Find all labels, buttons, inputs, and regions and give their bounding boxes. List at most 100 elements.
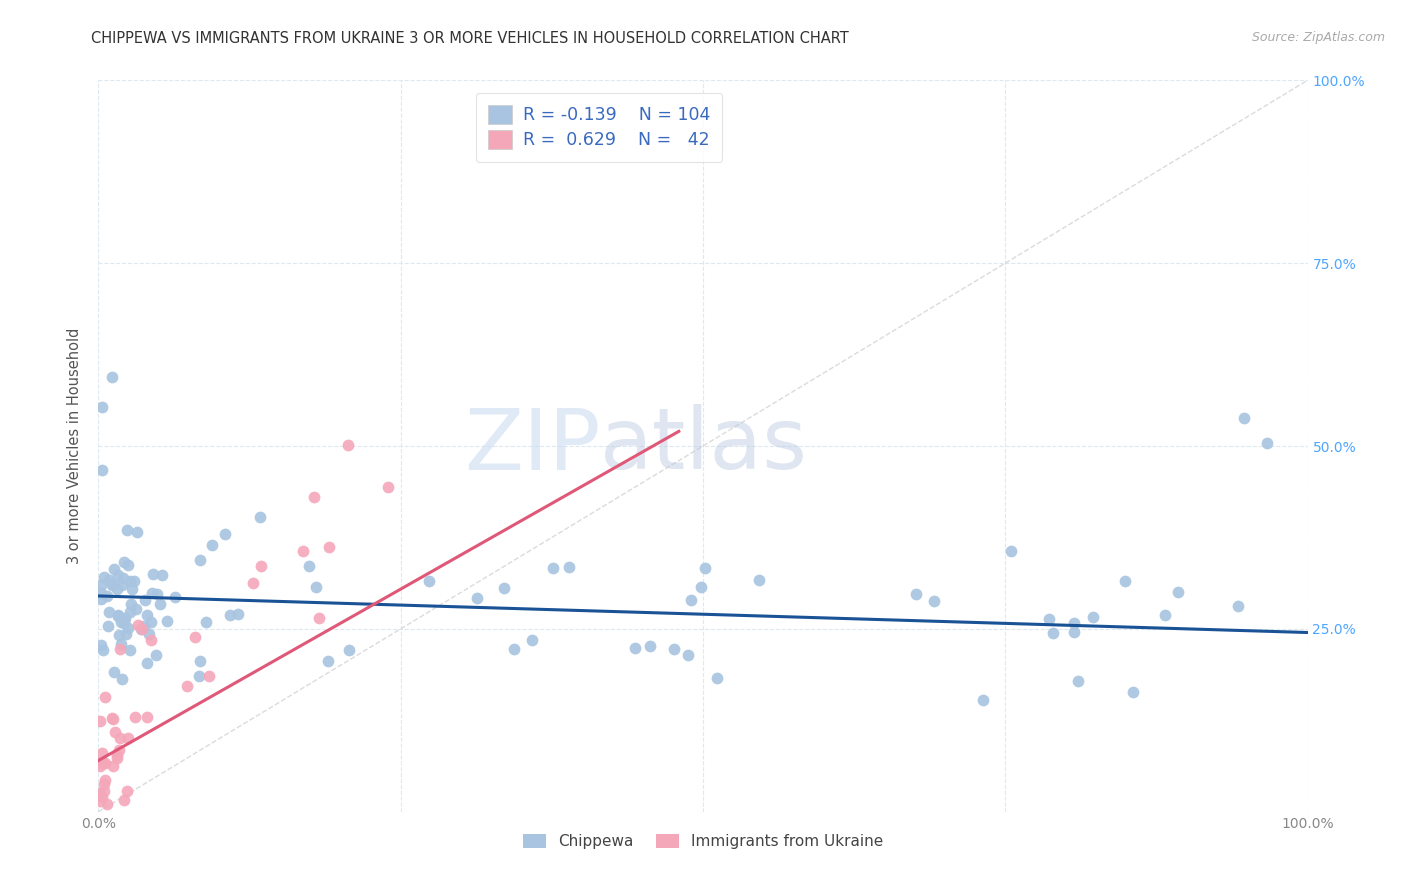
- Point: [115, 523, 138, 537]
- Point: [337, 643, 360, 657]
- Point: [112, 616, 135, 631]
- Point: [214, 527, 236, 541]
- Point: [115, 627, 138, 641]
- Point: [93, 783, 115, 797]
- Point: [118, 574, 141, 588]
- Point: [112, 555, 135, 569]
- Point: [136, 709, 159, 723]
- Point: [292, 544, 315, 558]
- Point: [336, 438, 359, 452]
- Point: [117, 621, 139, 635]
- Point: [543, 561, 565, 575]
- Point: [120, 597, 142, 611]
- Point: [184, 630, 207, 644]
- Y-axis label: 3 or more Vehicles in Household: 3 or more Vehicles in Household: [67, 328, 83, 564]
- Point: [90, 577, 112, 591]
- Point: [250, 558, 273, 573]
- Point: [1114, 574, 1136, 588]
- Point: [188, 553, 211, 567]
- Point: [132, 618, 155, 632]
- Point: [377, 479, 399, 493]
- Point: [165, 590, 187, 604]
- Point: [308, 610, 330, 624]
- Point: [141, 585, 163, 599]
- Text: Source: ZipAtlas.com: Source: ZipAtlas.com: [1251, 31, 1385, 45]
- Text: CHIPPEWA VS IMMIGRANTS FROM UKRAINE 3 OR MORE VEHICLES IN HOUSEHOLD CORRELATION : CHIPPEWA VS IMMIGRANTS FROM UKRAINE 3 OR…: [91, 31, 849, 46]
- Point: [111, 571, 134, 585]
- Point: [90, 638, 112, 652]
- Point: [1081, 610, 1104, 624]
- Point: [117, 558, 139, 573]
- Point: [131, 622, 153, 636]
- Point: [197, 669, 219, 683]
- Point: [695, 561, 717, 575]
- Point: [114, 610, 136, 624]
- Point: [152, 567, 174, 582]
- Point: [101, 711, 124, 725]
- Point: [1067, 674, 1090, 689]
- Point: [690, 580, 713, 594]
- Point: [302, 491, 325, 505]
- Point: [97, 574, 120, 588]
- Point: [418, 574, 440, 589]
- Point: [138, 627, 160, 641]
- Point: [187, 669, 209, 683]
- Point: [146, 587, 169, 601]
- Point: [91, 642, 114, 657]
- Point: [502, 642, 524, 657]
- Point: [156, 614, 179, 628]
- Point: [110, 637, 132, 651]
- Point: [1042, 625, 1064, 640]
- Point: [139, 615, 162, 629]
- Point: [135, 607, 157, 622]
- Point: [107, 607, 129, 622]
- Point: [105, 751, 128, 765]
- Point: [93, 690, 115, 704]
- Point: [90, 463, 112, 477]
- Point: [111, 672, 134, 686]
- Point: [93, 777, 115, 791]
- Point: [149, 598, 172, 612]
- Point: [124, 710, 146, 724]
- Point: [93, 570, 115, 584]
- Point: [103, 758, 125, 772]
- Point: [305, 580, 328, 594]
- Point: [111, 578, 134, 592]
- Point: [97, 619, 120, 633]
- Point: [624, 640, 647, 655]
- Point: [134, 593, 156, 607]
- Point: [89, 786, 111, 800]
- Point: [1153, 608, 1175, 623]
- Point: [316, 654, 339, 668]
- Point: [972, 693, 994, 707]
- Point: [89, 794, 111, 808]
- Point: [125, 601, 148, 615]
- Point: [201, 539, 224, 553]
- Point: [118, 643, 141, 657]
- Legend: Chippewa, Immigrants from Ukraine: Chippewa, Immigrants from Ukraine: [516, 828, 890, 855]
- Point: [101, 712, 124, 726]
- Point: [100, 370, 122, 384]
- Point: [96, 797, 118, 812]
- Point: [107, 608, 129, 623]
- Point: [105, 747, 128, 762]
- Point: [242, 576, 264, 591]
- Point: [748, 574, 770, 588]
- Point: [1063, 624, 1085, 639]
- Point: [127, 618, 149, 632]
- Point: [249, 510, 271, 524]
- Point: [1038, 612, 1060, 626]
- Point: [142, 566, 165, 581]
- Point: [96, 589, 118, 603]
- Point: [89, 759, 111, 773]
- Point: [194, 615, 217, 629]
- Point: [108, 742, 131, 756]
- Point: [104, 725, 127, 739]
- Point: [492, 581, 515, 595]
- Point: [103, 665, 125, 680]
- Point: [922, 594, 945, 608]
- Point: [115, 784, 138, 798]
- Point: [638, 639, 661, 653]
- Point: [90, 592, 112, 607]
- Point: [112, 615, 135, 629]
